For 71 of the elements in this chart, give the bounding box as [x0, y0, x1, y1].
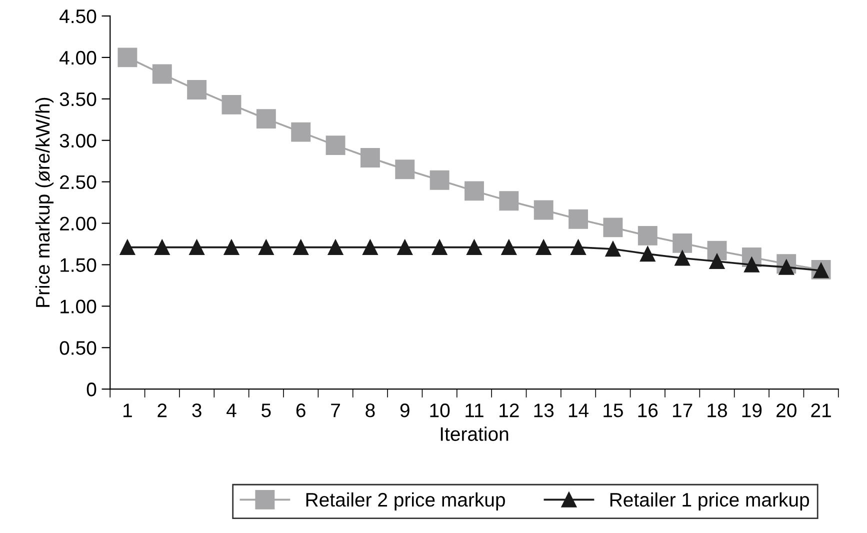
x-tick-label: 3 [192, 403, 202, 418]
x-tick-label: 21 [811, 403, 831, 418]
y-tick-label: 3.00 [60, 134, 96, 148]
point [499, 191, 519, 211]
point [672, 233, 692, 253]
x-tick-label: 1 [124, 404, 132, 418]
point [432, 240, 448, 255]
y-tick-label: 1.50 [60, 258, 96, 272]
y-tick-label: 4.00 [60, 50, 96, 65]
point [640, 246, 656, 262]
point [674, 250, 690, 266]
point [603, 218, 623, 238]
point [466, 240, 482, 255]
y-tick-label: 1.00 [60, 300, 96, 314]
point [605, 241, 621, 257]
point [707, 240, 727, 260]
point [152, 64, 172, 84]
point [397, 240, 413, 255]
y-tick-label: 3.50 [60, 92, 96, 106]
legend-label: Retailer 2 price markup [306, 492, 505, 511]
y-axis-title: Price markup (øre/kW/h) [35, 98, 54, 307]
point [154, 240, 170, 255]
x-tick-label: 13 [534, 403, 554, 418]
point [501, 240, 517, 255]
y-tick-label: 4.50 [60, 9, 96, 24]
x-tick-label: 6 [296, 403, 306, 418]
x-tick-label: 15 [604, 404, 623, 418]
x-tick-label: 8 [366, 403, 375, 418]
x-tick-label: 5 [262, 404, 271, 418]
point [224, 240, 240, 255]
x-tick-label: 11 [466, 404, 484, 418]
point [464, 181, 484, 201]
point [360, 148, 380, 168]
point [189, 240, 204, 255]
x-tick-label: 18 [708, 403, 727, 418]
x-tick-label: 17 [673, 404, 692, 418]
point [534, 200, 554, 220]
x-tick-label: 12 [500, 403, 519, 418]
point [536, 240, 552, 255]
x-tick-label: 4 [226, 404, 236, 418]
x-tick-label: 20 [776, 403, 796, 418]
point [326, 136, 346, 156]
x-tick-label: 9 [400, 403, 410, 418]
point [222, 94, 242, 114]
point [120, 240, 136, 255]
x-tick-label: 10 [430, 403, 450, 418]
y-tick-label: 0.50 [60, 341, 96, 355]
x-tick-label: 7 [331, 404, 340, 418]
point [638, 226, 658, 246]
point [709, 254, 725, 270]
point [118, 48, 138, 68]
x-tick-label: 16 [638, 403, 658, 418]
point [568, 209, 588, 229]
point [395, 160, 415, 180]
y-tick-label: 0 [86, 382, 96, 396]
point [570, 240, 586, 255]
point [258, 240, 274, 255]
point [256, 109, 276, 129]
point [362, 240, 378, 255]
point [291, 122, 311, 142]
x-tick-label: 14 [568, 404, 589, 418]
point [293, 240, 308, 255]
x-axis-title: Iteration [440, 426, 508, 441]
point [430, 170, 450, 190]
legend-label: Retailer 1 price markup [610, 492, 810, 511]
point [328, 240, 344, 255]
y-tick-label: 2.00 [60, 216, 96, 231]
point [187, 80, 207, 100]
y-tick-label: 2.50 [60, 175, 96, 190]
x-tick-label: 19 [742, 403, 762, 418]
x-tick-label: 2 [158, 403, 167, 418]
